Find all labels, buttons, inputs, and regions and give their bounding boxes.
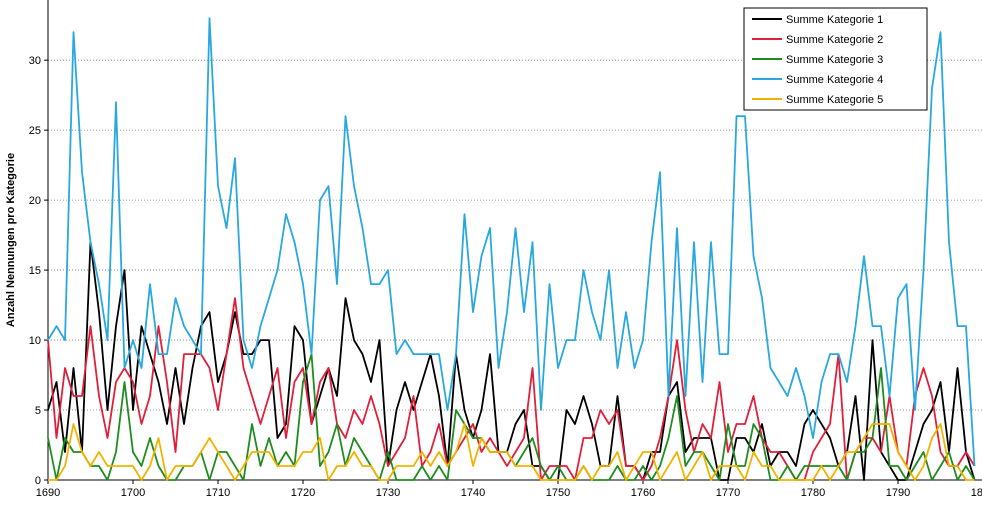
x-tick-label: 1720	[291, 487, 315, 499]
x-tick-label: 1760	[631, 487, 655, 499]
legend-label: Summe Kategorie 3	[786, 54, 883, 66]
x-tick-label: 1690	[36, 487, 60, 499]
y-tick-label: 5	[35, 405, 41, 417]
series-line	[47, 297, 976, 481]
y-axis-label: Anzahl Nennungen pro Kategorie	[5, 153, 17, 327]
legend-label: Summe Kategorie 4	[786, 74, 883, 86]
legend: Summe Kategorie 1 Summe Kategorie 2 Summe …	[743, 7, 928, 111]
series-line	[48, 423, 975, 481]
y-tick-label: 30	[29, 55, 41, 67]
x-tick-label: 1710	[206, 487, 230, 499]
y-tick-label: 25	[29, 125, 41, 137]
x-tick-label: 1800	[971, 487, 982, 499]
y-tick-label: 0	[35, 475, 41, 487]
y-tick-label: 15	[29, 265, 41, 277]
x-tick-label: 1700	[121, 487, 145, 499]
legend-label: Summe Kategorie 5	[786, 94, 883, 106]
x-tick-label: 1790	[886, 487, 910, 499]
legend-label: Summe Kategorie 1	[786, 14, 883, 26]
x-tick-label: 1730	[376, 487, 400, 499]
x-tick-label: 1780	[801, 487, 825, 499]
series-line	[47, 17, 976, 467]
x-tick-label: 1740	[461, 487, 485, 499]
y-tick-label: 20	[29, 195, 41, 207]
legend-label: Summe Kategorie 2	[786, 34, 883, 46]
x-tick-label: 1770	[716, 487, 740, 499]
x-tick-label: 1750	[546, 487, 570, 499]
y-tick-label: 10	[29, 335, 41, 347]
